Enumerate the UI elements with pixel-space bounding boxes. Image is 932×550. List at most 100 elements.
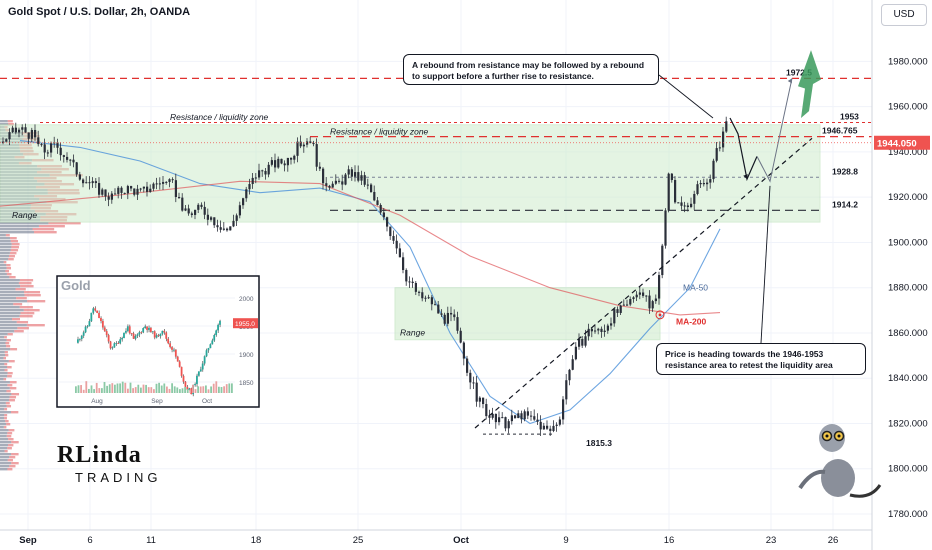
candle-body (267, 164, 270, 175)
candle-body (693, 193, 696, 204)
inset-volume-bar (220, 387, 223, 393)
candle-body (546, 425, 549, 429)
y-tick-label: 1920.000 (888, 192, 928, 203)
inset-volume-bar (215, 381, 218, 393)
inset-candle (184, 381, 187, 387)
volume-bar (20, 312, 35, 315)
volume-bar (19, 315, 33, 318)
lemur-mascot (798, 424, 882, 498)
candle-body (274, 160, 277, 168)
candle-body (258, 170, 261, 178)
volume-bar (4, 336, 7, 339)
volume-bar (0, 414, 5, 417)
inset-candle (117, 343, 120, 344)
candle-body (62, 155, 65, 157)
candle-body (405, 269, 408, 282)
x-tick-label: 18 (251, 535, 262, 546)
trend-line (474, 137, 813, 429)
inset-candle (213, 334, 216, 341)
level-label: 1946.765 (822, 126, 858, 136)
inset-volume-bar (134, 387, 137, 393)
candle-body (443, 314, 446, 324)
volume-bar (0, 435, 7, 438)
candle-body (635, 294, 638, 298)
volume-bar (0, 339, 7, 342)
volume-bar (5, 270, 10, 273)
inset-x-tick: Sep (151, 398, 163, 405)
volume-bar (0, 420, 6, 423)
projection-path (729, 117, 758, 182)
candle-body (421, 292, 424, 299)
volume-bar (48, 222, 81, 225)
candle-body (664, 210, 667, 246)
inset-volume-bar (129, 382, 132, 393)
candle-body (494, 413, 497, 423)
lemur-body (821, 459, 855, 497)
candle-body (376, 200, 379, 205)
volume-bar (8, 123, 14, 126)
candle-body (690, 203, 693, 208)
candle-body (59, 147, 62, 156)
candles (2, 116, 728, 437)
inset-candle (171, 347, 173, 350)
candle-body (162, 181, 165, 184)
volume-bar (27, 300, 46, 303)
candle-body (725, 121, 728, 132)
candle-body (389, 226, 392, 237)
inset-title: Gold (61, 278, 91, 293)
candle-body (254, 177, 257, 179)
candle-body (251, 177, 254, 185)
zone-resistance-liquidity (0, 124, 821, 223)
volume-bar (20, 285, 34, 288)
volume-bar (16, 321, 28, 324)
inset-volume-bar (147, 387, 150, 393)
inset-volume-bar (111, 383, 114, 393)
candle-body (536, 419, 539, 422)
zone-label: Range (12, 210, 37, 220)
x-tick-label: 26 (828, 535, 839, 546)
x-tick-label: 9 (563, 535, 568, 546)
inset-candle (80, 335, 83, 339)
volume-bar (0, 273, 7, 276)
volume-bar (0, 354, 5, 357)
inset-price-badge (233, 318, 258, 329)
candle-body (117, 187, 120, 194)
volume-bar (3, 426, 7, 429)
candle-body (498, 417, 501, 423)
lemur-pupil (837, 434, 841, 438)
candle-body (344, 174, 347, 185)
volume-bar (6, 345, 11, 348)
volume-bar (7, 120, 13, 123)
volume-bar (0, 444, 9, 447)
currency-button[interactable]: USD (881, 4, 927, 26)
ma-50-label: MA-50 (683, 283, 708, 293)
volume-bar (0, 390, 7, 393)
volume-bar (0, 381, 10, 384)
volume-bar (0, 312, 21, 315)
candle-body (574, 346, 577, 360)
volume-bar (16, 297, 27, 300)
level-label: 1972.5 (786, 67, 812, 77)
volume-bar (0, 438, 9, 441)
volume-bar (0, 222, 49, 225)
inset-candle (174, 349, 177, 357)
inset-y-tick: 1850 (239, 380, 254, 387)
candle-body (226, 228, 229, 231)
inset-candle (113, 343, 116, 348)
candle-body (114, 193, 117, 195)
inset-candle (128, 326, 131, 334)
candle-body (322, 168, 325, 184)
inset-candle (148, 327, 150, 330)
candle-body (702, 183, 705, 185)
candle-body (34, 129, 37, 138)
inset-volume-bar (192, 384, 194, 393)
volume-bar (9, 456, 16, 459)
volume-bar (0, 384, 8, 387)
inset-volume-bar (223, 386, 225, 393)
volume-bar (0, 264, 7, 267)
volume-bar (3, 357, 7, 360)
candle-body (203, 206, 206, 215)
volume-bar (8, 255, 15, 258)
candle-body (370, 184, 373, 192)
